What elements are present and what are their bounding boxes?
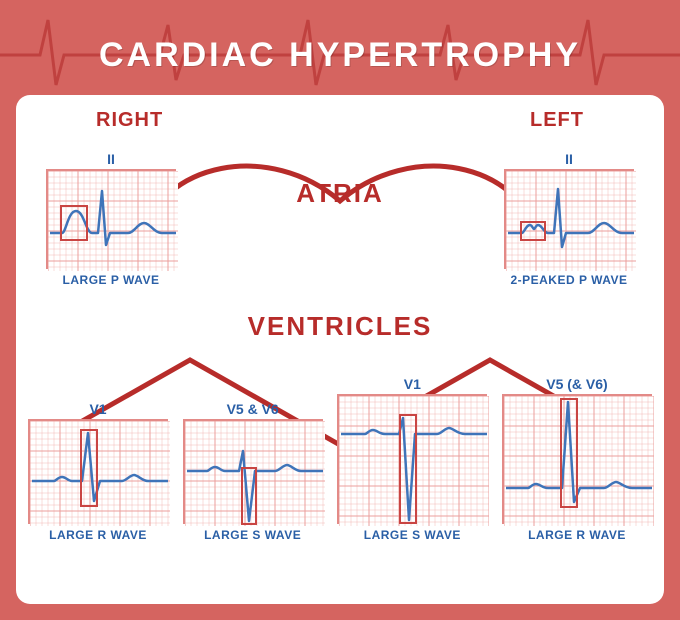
ecg-graph <box>502 394 652 524</box>
page-title: CARDIAC HYPERTROPHY <box>99 36 581 75</box>
ecg-graph <box>337 394 487 524</box>
side-labels: RIGHT LEFT <box>26 109 654 132</box>
ecg-graph <box>183 419 323 524</box>
panel-vent-left-v56: V5 (& V6) LARGE R WAVE <box>502 376 652 542</box>
panel-atria-right: II LARGE P WAVE <box>46 151 176 287</box>
lead-label: V5 & V6 <box>227 401 279 417</box>
panel-vent-left-v1: V1 LARGE S WAVE <box>337 376 487 542</box>
panel-vent-right-v1: V1 LARGE R WAVE <box>28 401 168 542</box>
ecg-graph <box>504 169 634 269</box>
header-band: CARDIAC HYPERTROPHY <box>0 0 680 110</box>
content-card: RIGHT LEFT ATRIA II LARGE P WAVE II <box>16 95 664 604</box>
panel-caption: LARGE P WAVE <box>63 273 160 287</box>
ecg-graph <box>46 169 176 269</box>
lead-label: II <box>565 151 573 167</box>
ecg-graph <box>28 419 168 524</box>
panel-caption: LARGE S WAVE <box>204 528 301 542</box>
lead-label: V1 <box>89 401 106 417</box>
atria-row: II LARGE P WAVE II 2-PEAKED P WAVE <box>26 151 654 287</box>
lead-label: V5 (& V6) <box>546 376 607 392</box>
page-root: CARDIAC HYPERTROPHY RIGHT LEFT ATRIA II … <box>0 0 680 620</box>
ventricles-row: V1 LARGE R WAVE V5 & V6 LARGE S WAVE V1 <box>26 376 654 542</box>
panel-caption: 2-PEAKED P WAVE <box>510 273 627 287</box>
lead-label: II <box>107 151 115 167</box>
panel-vent-right-v56: V5 & V6 LARGE S WAVE <box>183 401 323 542</box>
panel-atria-left: II 2-PEAKED P WAVE <box>504 151 634 287</box>
label-right: RIGHT <box>96 109 163 132</box>
lead-label: V1 <box>404 376 421 392</box>
panel-caption: LARGE R WAVE <box>49 528 147 542</box>
panel-caption: LARGE R WAVE <box>528 528 626 542</box>
label-left: LEFT <box>530 109 584 132</box>
panel-caption: LARGE S WAVE <box>364 528 461 542</box>
